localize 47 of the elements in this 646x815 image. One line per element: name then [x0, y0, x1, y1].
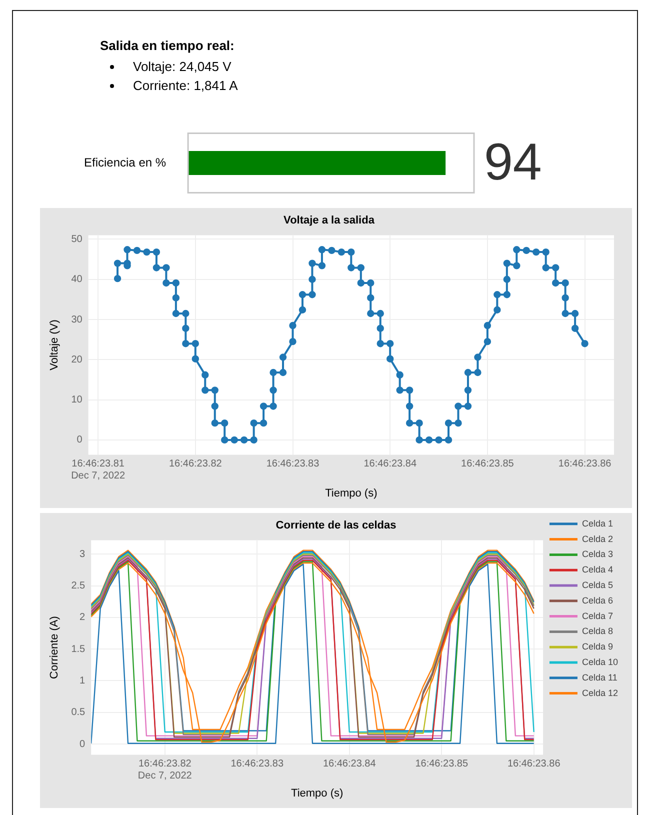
x-tick-label: 16:46:23.81 Dec 7, 2022: [71, 458, 126, 482]
y-tick-label: 0: [80, 738, 86, 750]
legend-label: Celda 11: [582, 672, 618, 682]
text: Corriente: 1,841 A: [133, 77, 238, 95]
y-tick-label: 40: [71, 274, 83, 286]
legend-label: Celda 12: [582, 688, 618, 698]
y-tick-label: Eficiencia en %: [84, 155, 166, 170]
y-tick-label: 20: [71, 354, 83, 366]
y-tick-label: 3: [80, 548, 86, 560]
legend-label: Celda 1: [582, 518, 614, 528]
x-tick-label: 16:46:23.82: [168, 458, 222, 470]
text: Voltaje: 24,045 V: [133, 58, 232, 76]
y-axis-title: Corriente (A): [48, 616, 61, 679]
x-tick-label: 16:46:23.84: [364, 458, 417, 470]
y-tick-label: 1.5: [71, 644, 86, 655]
x-tick-label: 16:46:23.86: [507, 758, 561, 770]
y-tick-label: 30: [71, 314, 83, 326]
x-tick-label: 16:46:23.86: [558, 458, 612, 470]
y-tick-label: 2: [80, 612, 86, 624]
legend-label: Celda 8: [582, 626, 614, 636]
chart-title: Corriente de las celdas: [276, 520, 396, 532]
y-tick-label: 0.5: [71, 707, 86, 718]
y-tick-label: 0: [76, 434, 83, 446]
y-tick-label: 1: [80, 675, 86, 686]
x-tick-label: 16:46:23.83: [266, 458, 320, 470]
y-tick-label: 10: [71, 394, 83, 406]
x-tick-label: 16:46:23.82 Dec 7, 2022: [138, 758, 192, 782]
chart-title: Voltaje a la salida: [284, 214, 376, 227]
y-axis-title: Voltaje (V): [48, 320, 61, 370]
y-tick-label: 50: [71, 234, 83, 245]
legend-label: Celda 7: [582, 610, 614, 621]
legend-label: Celda 5: [582, 580, 614, 590]
x-axis-title: Tiempo (s): [325, 487, 378, 500]
legend-label: Celda 6: [582, 595, 614, 606]
legend-label: Celda 2: [582, 534, 614, 544]
legend-label: Celda 10: [582, 656, 618, 667]
x-tick-label: 16:46:23.85: [415, 758, 468, 770]
x-axis-title: Tiempo (s): [291, 787, 344, 800]
text: Salida en tiempo real:: [100, 38, 236, 53]
x-tick-label: 16:46:23.85: [461, 458, 514, 470]
legend-label: Celda 9: [582, 642, 614, 652]
legend-label: Celda 4: [582, 564, 614, 575]
data-label: 94: [484, 133, 542, 192]
y-tick-label: 2.5: [71, 580, 86, 592]
x-tick-label: 16:46:23.83: [230, 758, 284, 770]
x-tick-label: 16:46:23.84: [322, 758, 376, 770]
legend-label: Celda 3: [582, 549, 614, 560]
